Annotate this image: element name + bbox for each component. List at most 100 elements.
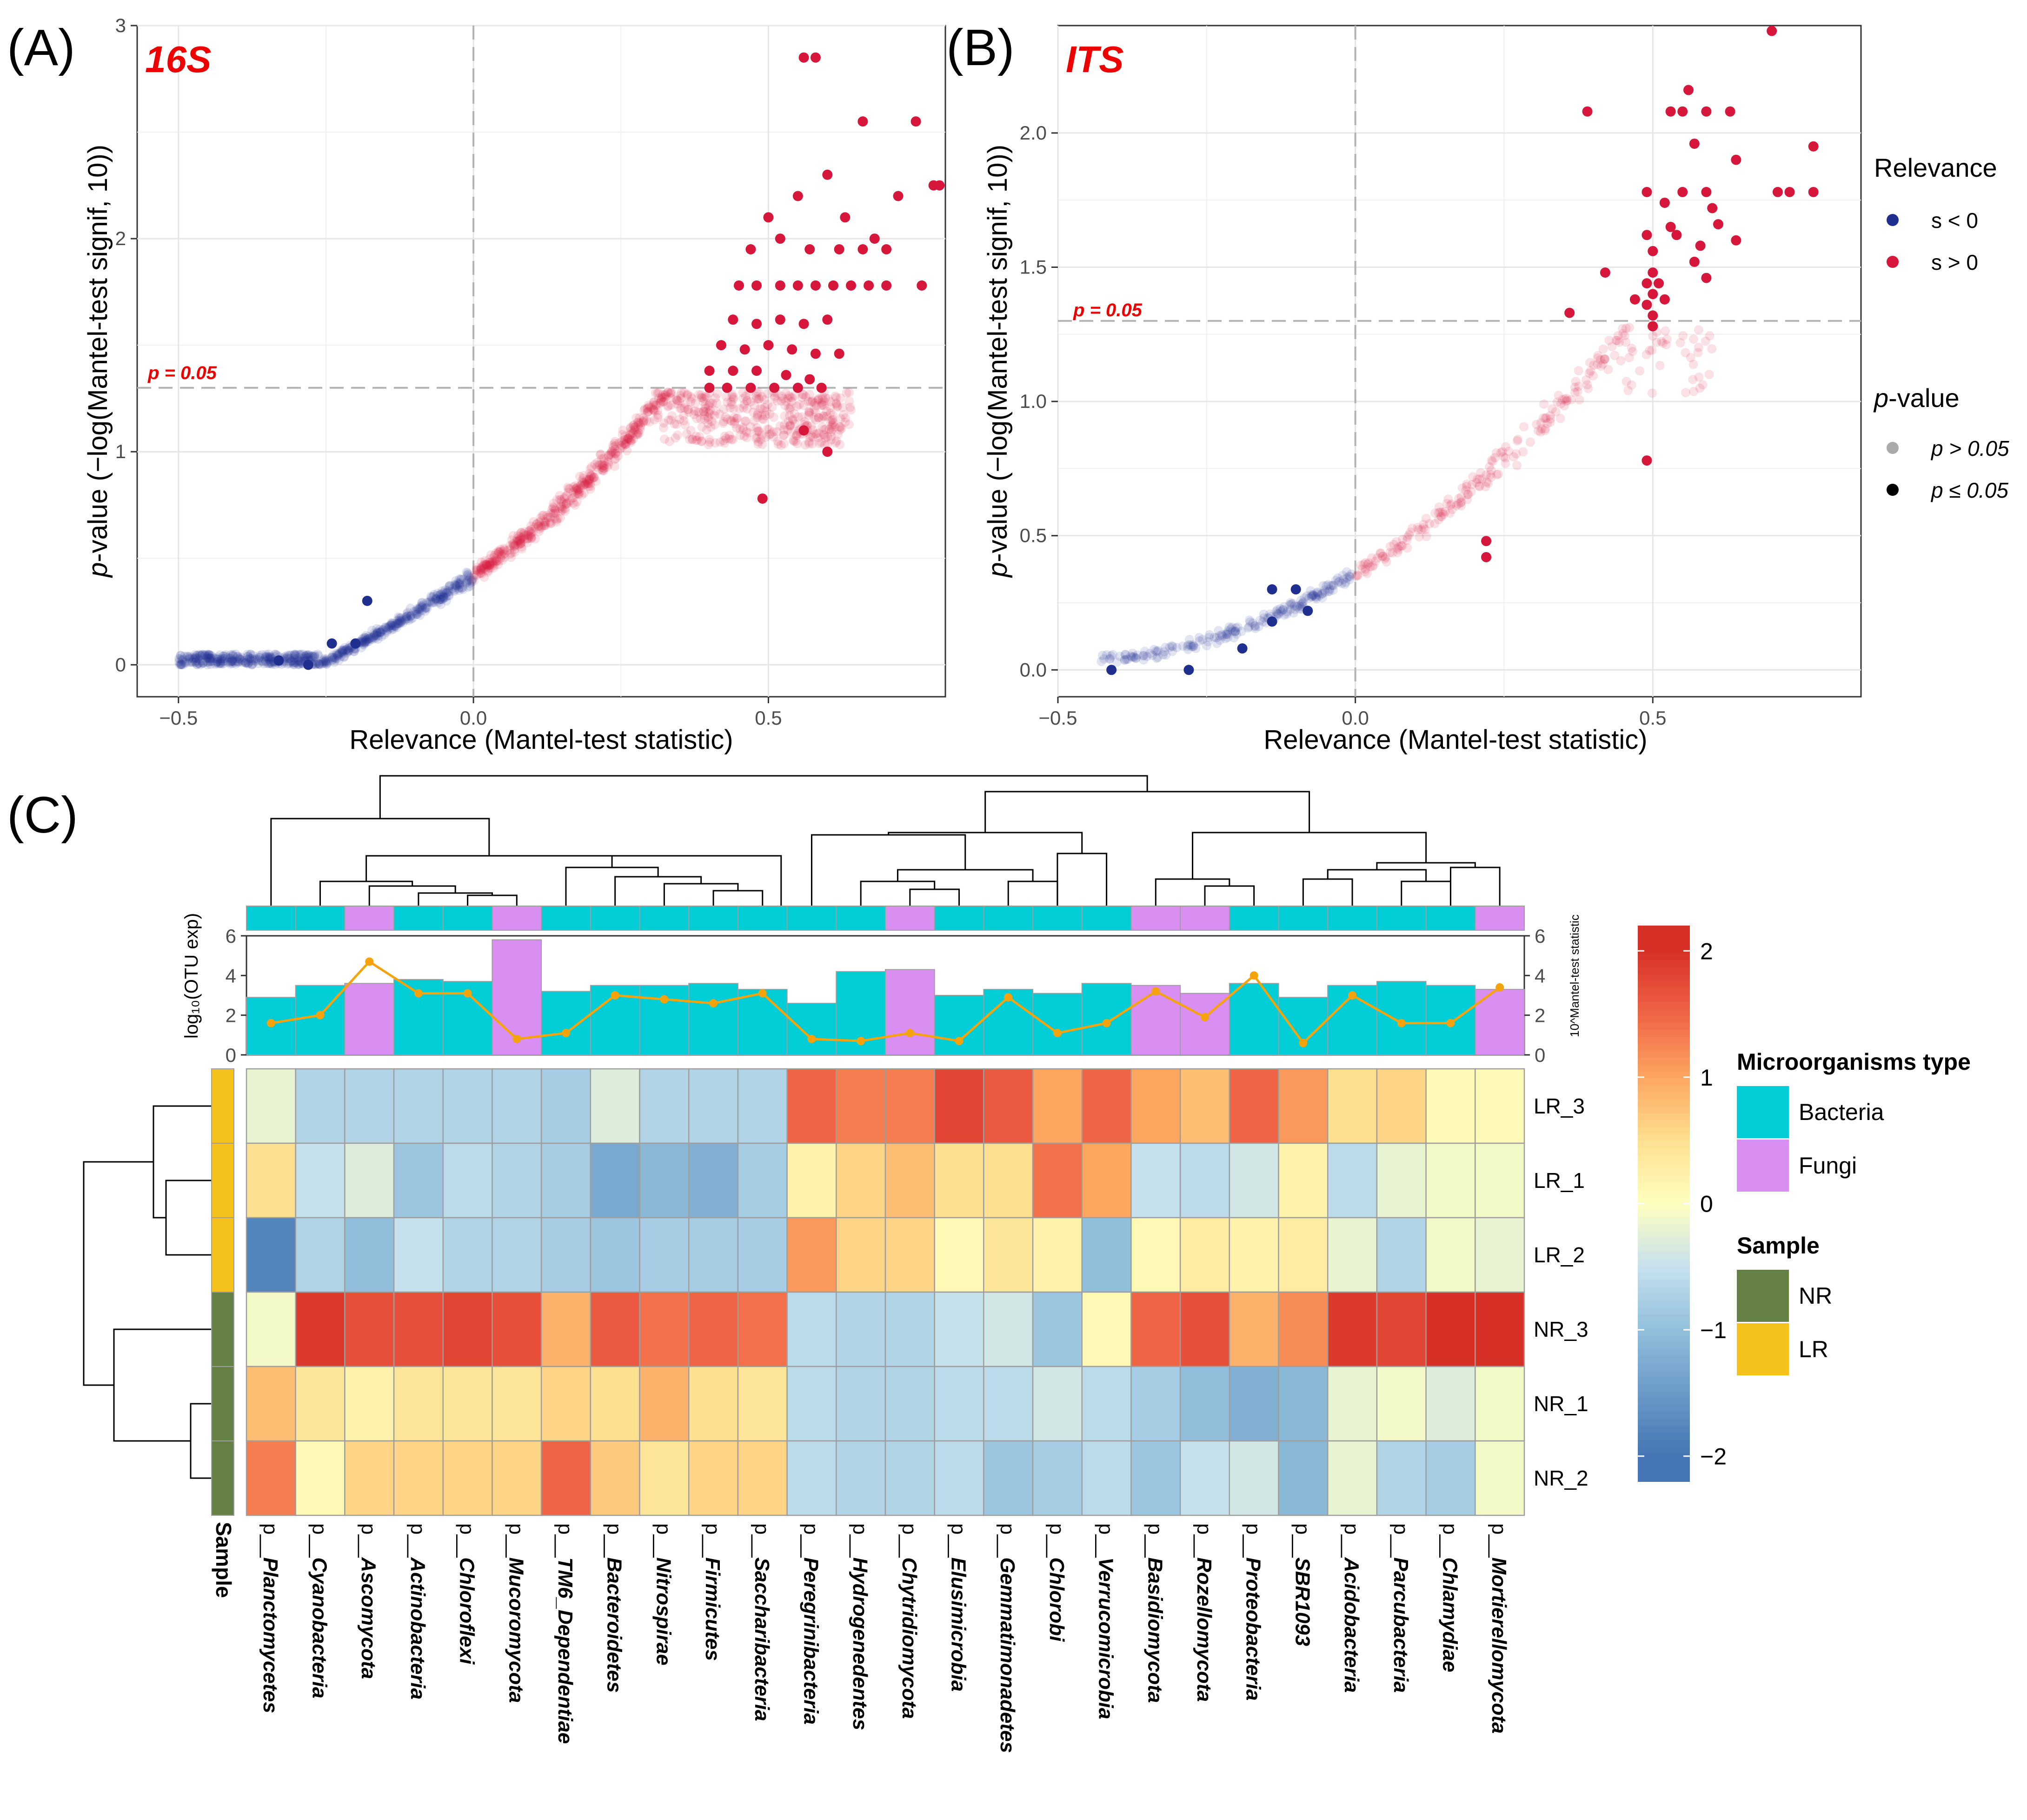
point — [175, 660, 185, 670]
heatmap-cell — [1179, 1440, 1230, 1516]
point — [627, 428, 637, 438]
point — [192, 650, 202, 660]
point — [336, 652, 346, 661]
colorbar-segment — [1638, 1238, 1690, 1246]
point — [1693, 347, 1703, 357]
point — [1322, 581, 1331, 591]
point — [192, 651, 201, 660]
point — [512, 536, 522, 546]
point — [712, 398, 722, 408]
column-label: p__Planctomycetes — [259, 1523, 282, 1713]
point — [291, 650, 301, 660]
point — [729, 404, 738, 413]
colorbar-segment — [1638, 1196, 1690, 1204]
point — [1184, 634, 1194, 644]
colorbar-segment — [1638, 1016, 1690, 1024]
point — [790, 419, 800, 429]
point — [699, 393, 709, 403]
point — [630, 422, 639, 432]
point — [218, 657, 228, 667]
point — [621, 440, 631, 449]
colorbar-segment — [1638, 1050, 1690, 1058]
point — [490, 551, 499, 560]
dendrogram-branch — [1449, 867, 1501, 906]
point — [1289, 608, 1298, 618]
point — [569, 498, 578, 508]
otu-bar — [1376, 981, 1427, 1055]
point — [623, 433, 632, 443]
dendrogram-branch — [614, 876, 702, 906]
point — [617, 442, 627, 452]
point — [752, 427, 762, 436]
point — [1312, 587, 1322, 597]
point — [436, 600, 445, 609]
heatmap-cell — [786, 1440, 837, 1516]
colorbar-segment — [1638, 1057, 1690, 1065]
point — [1490, 453, 1500, 462]
point — [573, 485, 583, 495]
point — [532, 519, 542, 529]
point-significant — [857, 244, 868, 254]
point — [811, 401, 821, 411]
point — [689, 410, 699, 420]
point — [391, 619, 401, 629]
point — [432, 593, 442, 603]
point — [206, 653, 216, 663]
point — [366, 634, 376, 644]
bar-right-tick-label: 0 — [1535, 1044, 1545, 1066]
point — [817, 392, 827, 401]
point — [381, 623, 391, 633]
point — [1331, 575, 1341, 585]
heatmap-cell — [639, 1366, 690, 1442]
point-significant — [1648, 310, 1658, 321]
type-strip-cell — [1032, 906, 1083, 931]
point — [644, 407, 653, 416]
point — [813, 433, 823, 442]
colorbar-segment — [1638, 1099, 1690, 1107]
point-significant — [792, 382, 803, 393]
colorbar-segment — [1638, 1252, 1690, 1260]
dendrogram-branch — [984, 791, 1310, 833]
point — [525, 526, 535, 535]
point — [441, 588, 451, 598]
point — [845, 402, 855, 412]
point — [513, 536, 523, 546]
point — [476, 563, 486, 573]
colorbar-segment — [1638, 981, 1690, 989]
point-significant — [775, 233, 785, 244]
point — [555, 513, 565, 523]
point — [1483, 478, 1493, 488]
point — [820, 433, 830, 443]
point-significant — [1582, 106, 1593, 117]
point — [228, 651, 238, 660]
colorbar-segment — [1638, 1203, 1690, 1211]
heatmap-cell — [295, 1440, 346, 1516]
point — [344, 646, 353, 656]
point — [1236, 627, 1246, 636]
heatmap-cell — [1425, 1068, 1476, 1144]
point — [1183, 641, 1192, 651]
colorbar-segment — [1638, 1412, 1690, 1420]
point — [1396, 541, 1406, 551]
point — [831, 398, 841, 408]
point — [319, 656, 328, 666]
point — [283, 650, 292, 660]
point-significant — [1772, 187, 1783, 197]
point — [323, 656, 332, 666]
point — [476, 567, 486, 577]
colorbar-segment — [1638, 1175, 1690, 1183]
point — [1286, 599, 1296, 609]
heatmap-cell — [393, 1366, 444, 1442]
point — [780, 411, 790, 421]
point — [1345, 575, 1355, 585]
point — [1624, 353, 1634, 362]
point — [770, 393, 779, 403]
heatmap-cell — [1475, 1217, 1525, 1293]
point-significant — [798, 52, 809, 63]
x-tick-label: 0.5 — [755, 707, 782, 729]
point — [1462, 495, 1472, 505]
point — [523, 530, 532, 540]
colorbar-segment — [1638, 1280, 1690, 1287]
point — [606, 448, 616, 458]
column-label: p__Proteobacteria — [1242, 1523, 1265, 1701]
